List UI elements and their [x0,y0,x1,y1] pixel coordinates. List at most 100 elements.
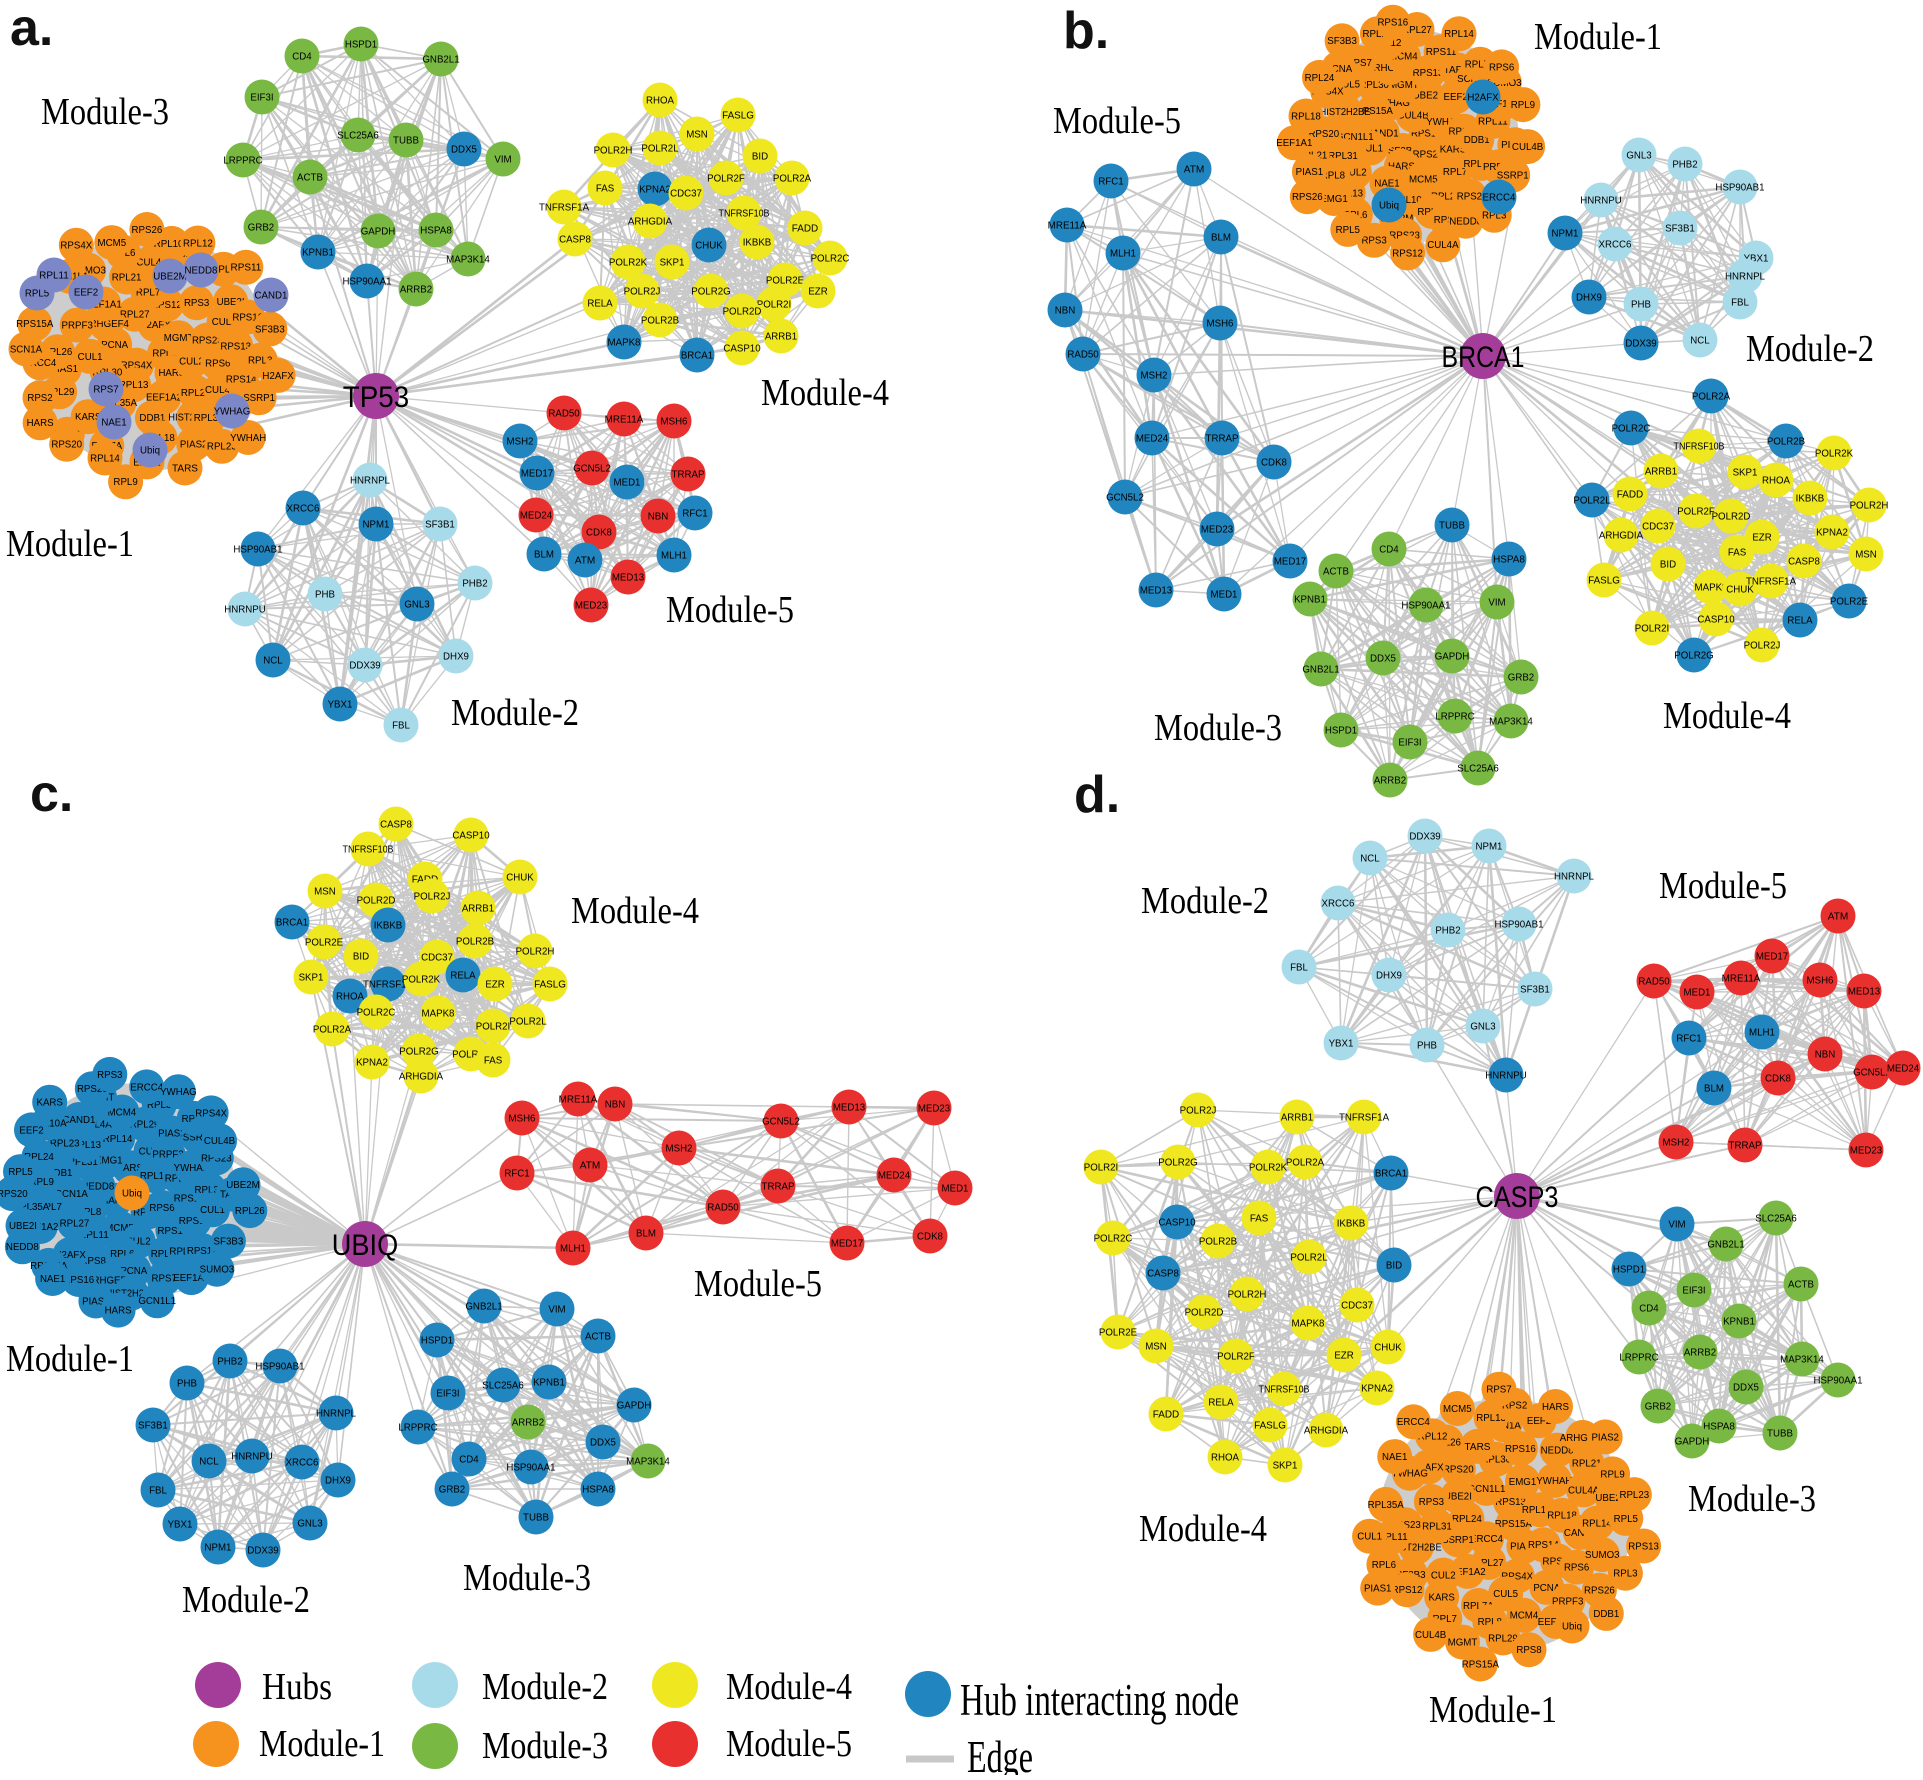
svg-text:MSH2: MSH2 [1663,1137,1690,1148]
svg-text:HSPD1: HSPD1 [345,39,377,50]
svg-text:MAP3K14: MAP3K14 [1780,1354,1824,1365]
svg-text:RPL8: RPL8 [1321,171,1345,182]
svg-text:POLR2C: POLR2C [1094,1233,1133,1244]
svg-text:PIAS1: PIAS1 [1296,167,1324,178]
svg-text:RPS8: RPS8 [1516,1645,1541,1656]
svg-text:Module-2: Module-2 [1746,328,1874,370]
svg-text:POLR2D: POLR2D [357,895,396,906]
svg-text:KARS: KARS [1440,145,1467,156]
svg-text:RPL12: RPL12 [183,238,213,249]
svg-text:HSP90AB1: HSP90AB1 [233,544,282,555]
svg-text:POLR2G: POLR2G [399,1046,438,1057]
svg-text:PHB2: PHB2 [1672,159,1697,170]
svg-text:MSH6: MSH6 [661,416,688,427]
svg-text:UBIQ: UBIQ [332,1229,398,1262]
svg-text:CASP10: CASP10 [1158,1217,1196,1228]
svg-text:POLR2H: POLR2H [516,946,555,957]
svg-text:PRPF3: PRPF3 [152,1149,183,1160]
svg-text:RPS7: RPS7 [1486,1385,1511,1396]
svg-text:HSP90AA1: HSP90AA1 [1401,600,1450,611]
svg-text:EEF2: EEF2 [74,287,98,298]
svg-text:DDX39: DDX39 [1625,338,1656,349]
svg-text:RELA: RELA [587,298,613,309]
svg-text:Module-3: Module-3 [41,91,169,133]
svg-text:ERCC4: ERCC4 [23,358,57,369]
svg-text:KPNB1: KPNB1 [1294,594,1326,605]
svg-text:MCM5: MCM5 [105,1223,134,1234]
svg-text:HSPD1: HSPD1 [1325,725,1357,736]
svg-text:RPS6: RPS6 [1489,62,1514,73]
svg-text:GNL3: GNL3 [1470,1021,1495,1032]
svg-text:b.: b. [1063,2,1109,60]
svg-text:ARRB2: ARRB2 [400,284,432,295]
svg-text:ATM: ATM [580,1160,601,1171]
svg-text:UBE2I: UBE2I [9,1221,37,1232]
svg-text:Module-2: Module-2 [451,692,579,734]
svg-text:ATM: ATM [1828,911,1849,922]
svg-text:RPL7A: RPL7A [1463,1601,1494,1612]
svg-text:RPL23: RPL23 [207,442,237,453]
svg-text:RPS6: RPS6 [149,1203,174,1214]
svg-text:MSH6: MSH6 [1807,975,1834,986]
svg-text:Module-5: Module-5 [1053,100,1181,142]
svg-text:EEF1A1: EEF1A1 [1276,138,1312,149]
svg-text:ARRB1: ARRB1 [462,903,494,914]
svg-text:MED24: MED24 [1887,1063,1920,1074]
svg-text:MAP3K14: MAP3K14 [1489,716,1533,727]
svg-text:TNFRSF1A: TNFRSF1A [1746,576,1797,587]
svg-text:RPL14: RPL14 [1582,1518,1612,1529]
svg-text:RPL10A: RPL10A [30,1118,67,1129]
svg-text:SF3B3: SF3B3 [1327,36,1357,47]
svg-text:HIST2H2BE: HIST2H2BE [1320,107,1372,118]
svg-text:d.: d. [1074,766,1120,824]
svg-text:NBN: NBN [1815,1049,1836,1060]
svg-text:RHOA: RHOA [336,991,365,1002]
svg-text:RPL31: RPL31 [194,413,224,424]
svg-text:DHX9: DHX9 [443,651,469,662]
svg-text:NEDD8: NEDD8 [185,265,218,276]
svg-text:NAE1: NAE1 [40,1274,65,1285]
svg-text:ARHGDIA: ARHGDIA [399,1071,444,1082]
svg-text:Ubiq: Ubiq [1379,200,1399,211]
svg-text:MSH2: MSH2 [507,436,534,447]
svg-text:RPL9: RPL9 [113,477,137,488]
svg-text:HARS: HARS [27,418,54,429]
svg-text:SCN1A: SCN1A [10,344,43,355]
svg-text:RPL13: RPL13 [71,1140,101,1151]
svg-text:PIAS2: PIAS2 [1591,1432,1619,1443]
svg-text:CUL4B: CUL4B [1415,1630,1446,1641]
svg-text:PIAS1: PIAS1 [82,1296,110,1307]
svg-text:RPL13: RPL13 [1476,1413,1506,1424]
svg-text:FADD: FADD [792,223,818,234]
svg-text:POLR2K: POLR2K [402,974,441,985]
svg-text:POLR2C: POLR2C [357,1007,396,1018]
svg-text:BRCA1: BRCA1 [276,917,308,928]
svg-text:H2AFX: H2AFX [1412,1463,1444,1474]
svg-text:GAPDH: GAPDH [1435,651,1470,662]
svg-text:RPS20: RPS20 [1308,129,1339,140]
svg-text:RPS8: RPS8 [81,1256,106,1267]
svg-text:RPS3: RPS3 [97,1070,122,1081]
svg-text:RPS20: RPS20 [51,440,82,451]
svg-text:HSP90AB1: HSP90AB1 [1715,182,1764,193]
svg-text:EEF2: EEF2 [1444,92,1468,103]
svg-text:RPS16: RPS16 [232,312,263,323]
svg-text:CUL4B: CUL4B [205,385,236,396]
svg-text:SF3B3: SF3B3 [214,1237,244,1248]
svg-text:CDK8: CDK8 [917,1231,943,1242]
svg-text:GCN1L1: GCN1L1 [1468,1484,1506,1495]
svg-text:MED13: MED13 [833,1102,865,1113]
svg-text:RPL31: RPL31 [68,1157,98,1168]
svg-text:MRE11A: MRE11A [559,1094,598,1105]
svg-text:CUL4B: CUL4B [1397,110,1428,121]
svg-text:TRRAP: TRRAP [1729,1140,1762,1151]
svg-text:Module-2: Module-2 [182,1579,310,1621]
svg-text:ACTB: ACTB [1323,566,1349,577]
svg-text:SKP1: SKP1 [1733,467,1758,478]
svg-text:MED23: MED23 [1201,524,1233,535]
svg-text:CUL1: CUL1 [78,352,103,363]
svg-text:RPL5: RPL5 [1614,1514,1638,1525]
svg-text:RPS15A: RPS15A [16,319,54,330]
svg-text:RPS3: RPS3 [184,298,209,309]
svg-text:RPL26: RPL26 [43,347,73,358]
